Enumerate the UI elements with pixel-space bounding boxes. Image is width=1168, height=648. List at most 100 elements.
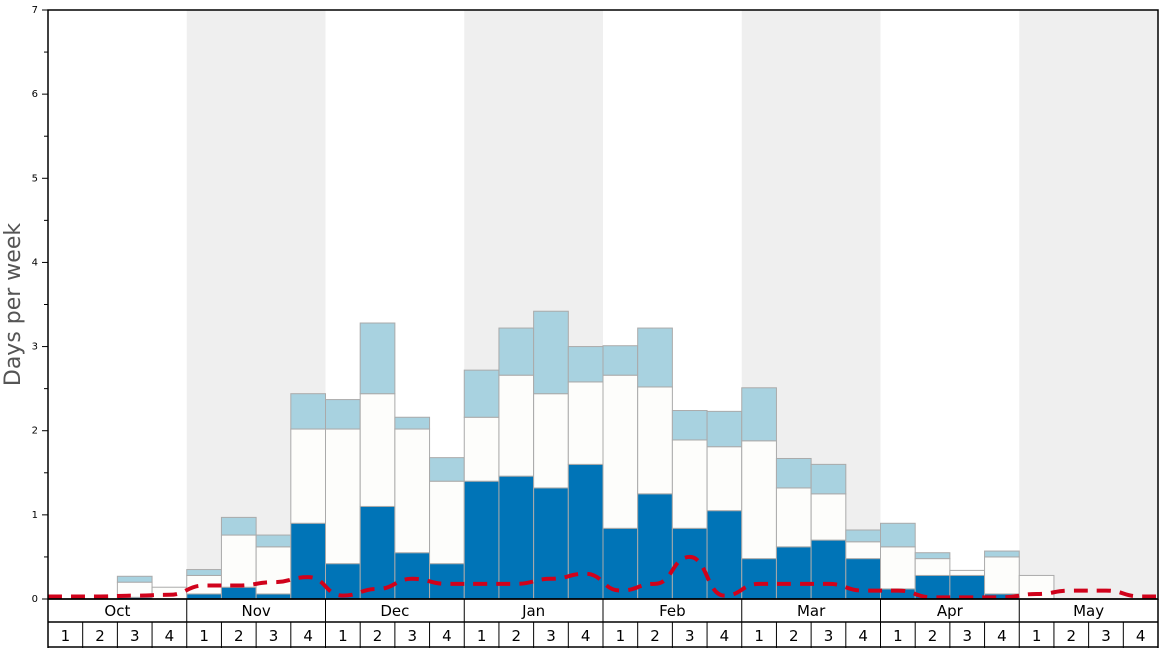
month-shading bbox=[186, 10, 1158, 599]
bar-dark-week-15 bbox=[533, 487, 569, 600]
week-label: 3 bbox=[962, 627, 972, 645]
bar-dark-week-7 bbox=[255, 593, 292, 600]
week-label: 4 bbox=[303, 627, 313, 645]
bar-white-week-25 bbox=[880, 546, 916, 590]
week-label: 1 bbox=[61, 627, 71, 645]
y-tick-label: 0 bbox=[32, 594, 38, 605]
week-label: 1 bbox=[1032, 627, 1042, 645]
bar-light-week-8 bbox=[290, 393, 326, 430]
y-axis: 0 1 2 3 4 5 6 7 bbox=[32, 5, 48, 605]
bar-light-week-15 bbox=[533, 310, 569, 395]
bar-dark-week-22 bbox=[775, 546, 812, 600]
week-label: 2 bbox=[650, 627, 660, 645]
bar-light-week-16 bbox=[567, 346, 604, 383]
week-label: 4 bbox=[581, 627, 591, 645]
week-label: 4 bbox=[858, 627, 868, 645]
y-tick-label: 1 bbox=[32, 510, 38, 521]
week-label: 1 bbox=[754, 627, 764, 645]
y-axis-label: Days per week bbox=[1, 223, 26, 386]
bar-light-week-18 bbox=[637, 327, 673, 388]
bar-light-week-23 bbox=[810, 463, 847, 495]
bar-white-week-14 bbox=[498, 374, 535, 477]
week-label: 3 bbox=[407, 627, 417, 645]
week-label: 2 bbox=[512, 627, 522, 645]
bar-white-week-20 bbox=[706, 446, 743, 512]
bar-white-week-13 bbox=[463, 416, 500, 482]
bar-dark-week-5 bbox=[186, 593, 222, 600]
bar-white-week-10 bbox=[359, 393, 396, 507]
bar-light-week-24 bbox=[845, 529, 881, 543]
bar-light-week-14 bbox=[498, 327, 535, 376]
bar-light-week-20 bbox=[706, 410, 743, 448]
bar-dark-week-14 bbox=[498, 475, 535, 600]
bar-dark-week-8 bbox=[290, 522, 326, 600]
week-label: 4 bbox=[720, 627, 730, 645]
week-label: 1 bbox=[477, 627, 487, 645]
bar-light-week-5 bbox=[186, 569, 222, 576]
month-label-mar: Mar bbox=[797, 602, 826, 620]
week-label: 2 bbox=[373, 627, 383, 645]
week-label: 1 bbox=[616, 627, 626, 645]
bar-light-week-11 bbox=[394, 416, 431, 430]
y-tick-label: 3 bbox=[32, 342, 38, 353]
average-line bbox=[48, 554, 1158, 600]
bar-white-week-8 bbox=[290, 428, 326, 524]
month-label-feb: Feb bbox=[659, 602, 686, 620]
average-dashed-line bbox=[48, 554, 1158, 600]
bar-white-week-26 bbox=[914, 558, 951, 576]
bar-light-week-13 bbox=[463, 369, 500, 418]
bar-dark-week-21 bbox=[741, 558, 777, 600]
month-label-oct: Oct bbox=[104, 602, 130, 620]
bar-dark-week-20 bbox=[706, 510, 743, 600]
week-label: 3 bbox=[1101, 627, 1111, 645]
bar-light-week-7 bbox=[255, 534, 292, 548]
bar-white-week-15 bbox=[533, 393, 569, 489]
bar-white-week-24 bbox=[845, 541, 881, 560]
bar-white-week-12 bbox=[429, 480, 465, 565]
bar-light-week-22 bbox=[775, 457, 812, 489]
month-label-nov: Nov bbox=[241, 602, 270, 620]
week-label: 4 bbox=[997, 627, 1007, 645]
week-label: 4 bbox=[165, 627, 175, 645]
bar-dark-week-23 bbox=[810, 539, 847, 600]
week-label: 2 bbox=[234, 627, 244, 645]
bar-light-week-19 bbox=[671, 410, 708, 441]
week-label: 4 bbox=[442, 627, 452, 645]
bar-white-week-7 bbox=[255, 546, 292, 595]
bar-light-week-21 bbox=[741, 387, 777, 442]
bar-white-week-21 bbox=[741, 440, 777, 560]
bar-light-week-6 bbox=[220, 516, 257, 536]
bar-light-week-28 bbox=[984, 550, 1020, 558]
bar-light-week-26 bbox=[914, 552, 951, 560]
bar-white-week-11 bbox=[394, 428, 431, 554]
bar-white-week-6 bbox=[220, 534, 257, 588]
week-label: 3 bbox=[269, 627, 279, 645]
month-shade-may bbox=[1019, 10, 1158, 599]
month-label-dec: Dec bbox=[380, 602, 409, 620]
bar-dark-week-13 bbox=[463, 480, 500, 600]
y-tick-label: 6 bbox=[32, 89, 38, 100]
bar-dark-week-24 bbox=[845, 558, 881, 600]
bar-dark-week-6 bbox=[220, 586, 257, 600]
bar-white-week-19 bbox=[671, 439, 708, 529]
bar-white-week-27 bbox=[949, 569, 986, 576]
week-label: 1 bbox=[893, 627, 903, 645]
bar-light-week-12 bbox=[429, 457, 465, 482]
bar-white-week-9 bbox=[325, 428, 361, 565]
bar-white-week-23 bbox=[810, 493, 847, 541]
bar-light-week-17 bbox=[602, 345, 639, 376]
month-label-apr: Apr bbox=[937, 602, 964, 620]
week-label: 3 bbox=[546, 627, 556, 645]
bar-white-week-22 bbox=[775, 487, 812, 548]
month-label-jan: Jan bbox=[521, 602, 545, 620]
y-tick-label: 7 bbox=[32, 5, 38, 16]
bar-light-week-3 bbox=[116, 575, 153, 583]
week-label: 3 bbox=[824, 627, 834, 645]
week-label: 2 bbox=[1067, 627, 1077, 645]
week-label: 4 bbox=[1136, 627, 1146, 645]
bar-white-week-18 bbox=[637, 386, 673, 495]
month-label-may: May bbox=[1073, 602, 1104, 620]
bar-white-week-28 bbox=[984, 556, 1020, 595]
week-label: 1 bbox=[338, 627, 348, 645]
